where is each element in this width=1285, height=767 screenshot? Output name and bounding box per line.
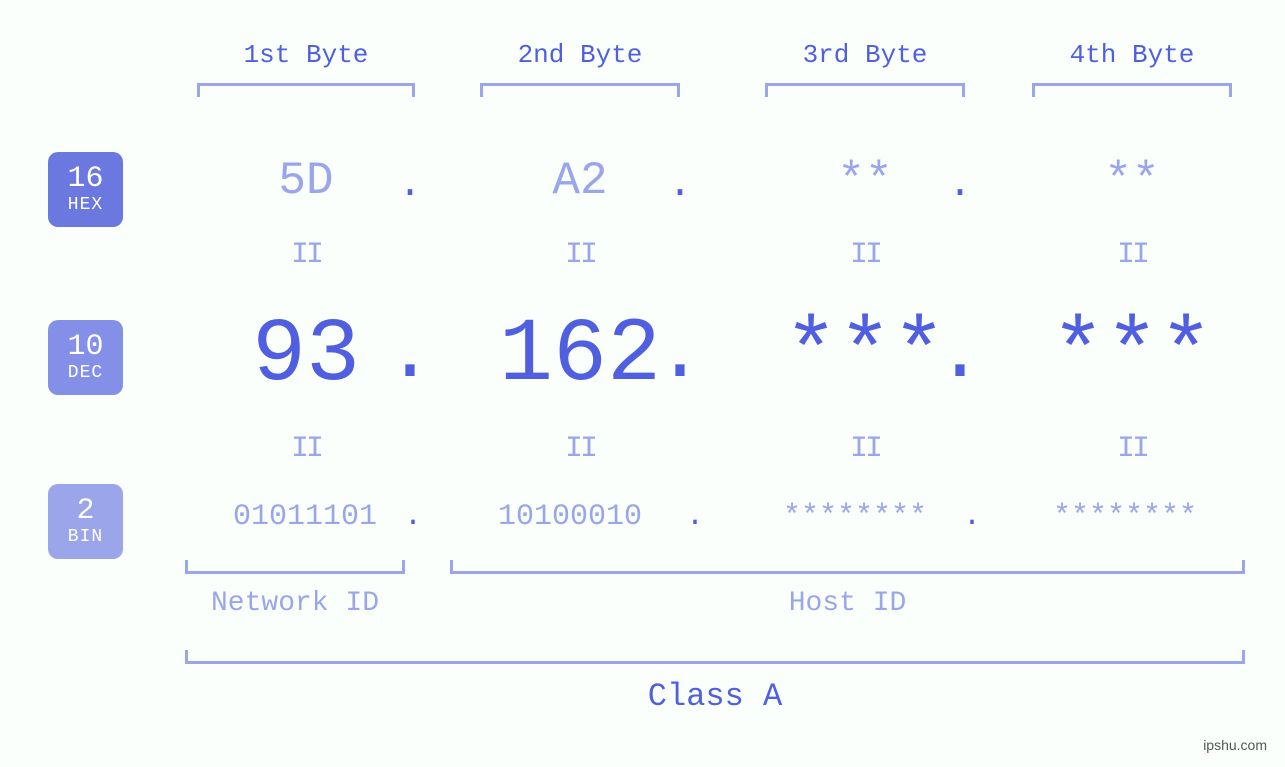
- watermark: ipshu.com: [1203, 737, 1267, 753]
- hex-byte-1: 5D: [197, 155, 415, 207]
- dec-byte-4: ***: [1032, 305, 1232, 407]
- class-bracket: [185, 650, 1245, 664]
- eq-hex-dec-4: II: [1032, 238, 1232, 272]
- badge-bin: 2BIN: [48, 484, 123, 559]
- dec-byte-1: 93: [197, 305, 415, 407]
- badge-bin-base: 2: [76, 496, 94, 528]
- host-id-label: Host ID: [450, 588, 1245, 619]
- byte-header-1: 1st Byte: [197, 40, 415, 70]
- eq-hex-dec-1: II: [197, 238, 415, 272]
- badge-dec-base: 10: [67, 332, 103, 364]
- bin-sep-1: .: [403, 500, 423, 534]
- eq-hex-dec-2: II: [480, 238, 680, 272]
- bin-byte-1: 01011101: [180, 500, 430, 534]
- bin-sep-2: .: [685, 500, 705, 534]
- eq-dec-bin-3: II: [765, 432, 965, 466]
- hex-byte-4: **: [1032, 155, 1232, 207]
- byte-header-2: 2nd Byte: [480, 40, 680, 70]
- eq-hex-dec-3: II: [765, 238, 965, 272]
- network-id-bracket: [185, 560, 405, 574]
- badge-dec-label: DEC: [68, 364, 103, 383]
- network-id-label: Network ID: [185, 588, 405, 619]
- bin-byte-4: ********: [1000, 500, 1250, 534]
- byte-header-4: 4th Byte: [1032, 40, 1232, 70]
- byte-bracket-4: [1032, 83, 1232, 97]
- dec-sep-1: .: [385, 310, 435, 401]
- badge-bin-label: BIN: [68, 528, 103, 547]
- dec-byte-2: 162: [480, 305, 680, 407]
- dec-sep-2: .: [655, 310, 705, 401]
- class-label: Class A: [185, 678, 1245, 715]
- byte-bracket-3: [765, 83, 965, 97]
- hex-byte-3: **: [765, 155, 965, 207]
- host-id-bracket: [450, 560, 1245, 574]
- bin-byte-3: ********: [730, 500, 980, 534]
- hex-sep-3: .: [940, 163, 980, 208]
- badge-hex-base: 16: [67, 164, 103, 196]
- hex-sep-2: .: [660, 163, 700, 208]
- badge-hex-label: HEX: [68, 196, 103, 215]
- hex-byte-2: A2: [480, 155, 680, 207]
- badge-hex: 16HEX: [48, 152, 123, 227]
- eq-dec-bin-1: II: [197, 432, 415, 466]
- dec-sep-3: .: [935, 310, 985, 401]
- byte-bracket-1: [197, 83, 415, 97]
- eq-dec-bin-4: II: [1032, 432, 1232, 466]
- byte-bracket-2: [480, 83, 680, 97]
- hex-sep-1: .: [390, 163, 430, 208]
- badge-dec: 10DEC: [48, 320, 123, 395]
- byte-header-3: 3rd Byte: [765, 40, 965, 70]
- bin-byte-2: 10100010: [445, 500, 695, 534]
- bin-sep-3: .: [962, 500, 982, 534]
- eq-dec-bin-2: II: [480, 432, 680, 466]
